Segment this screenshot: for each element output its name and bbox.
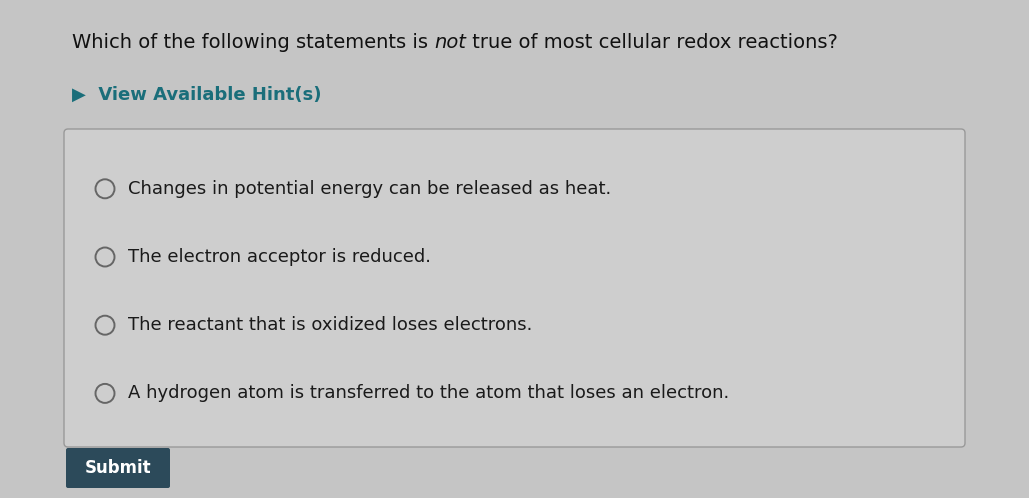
Text: Submit: Submit: [84, 459, 151, 477]
Text: Changes in potential energy can be released as heat.: Changes in potential energy can be relea…: [128, 180, 611, 198]
Text: ▶  View Available Hint(s): ▶ View Available Hint(s): [72, 86, 321, 104]
Text: The reactant that is oxidized loses electrons.: The reactant that is oxidized loses elec…: [128, 316, 532, 334]
Text: true of most cellular redox reactions?: true of most cellular redox reactions?: [466, 32, 838, 51]
Text: The electron acceptor is reduced.: The electron acceptor is reduced.: [128, 248, 431, 266]
Text: A hydrogen atom is transferred to the atom that loses an electron.: A hydrogen atom is transferred to the at…: [128, 384, 730, 402]
Circle shape: [96, 316, 114, 335]
Text: Which of the following statements is: Which of the following statements is: [72, 32, 434, 51]
FancyBboxPatch shape: [66, 448, 170, 488]
Circle shape: [96, 179, 114, 198]
Circle shape: [96, 384, 114, 403]
Text: not: not: [434, 32, 466, 51]
FancyBboxPatch shape: [64, 129, 965, 447]
Circle shape: [96, 248, 114, 266]
